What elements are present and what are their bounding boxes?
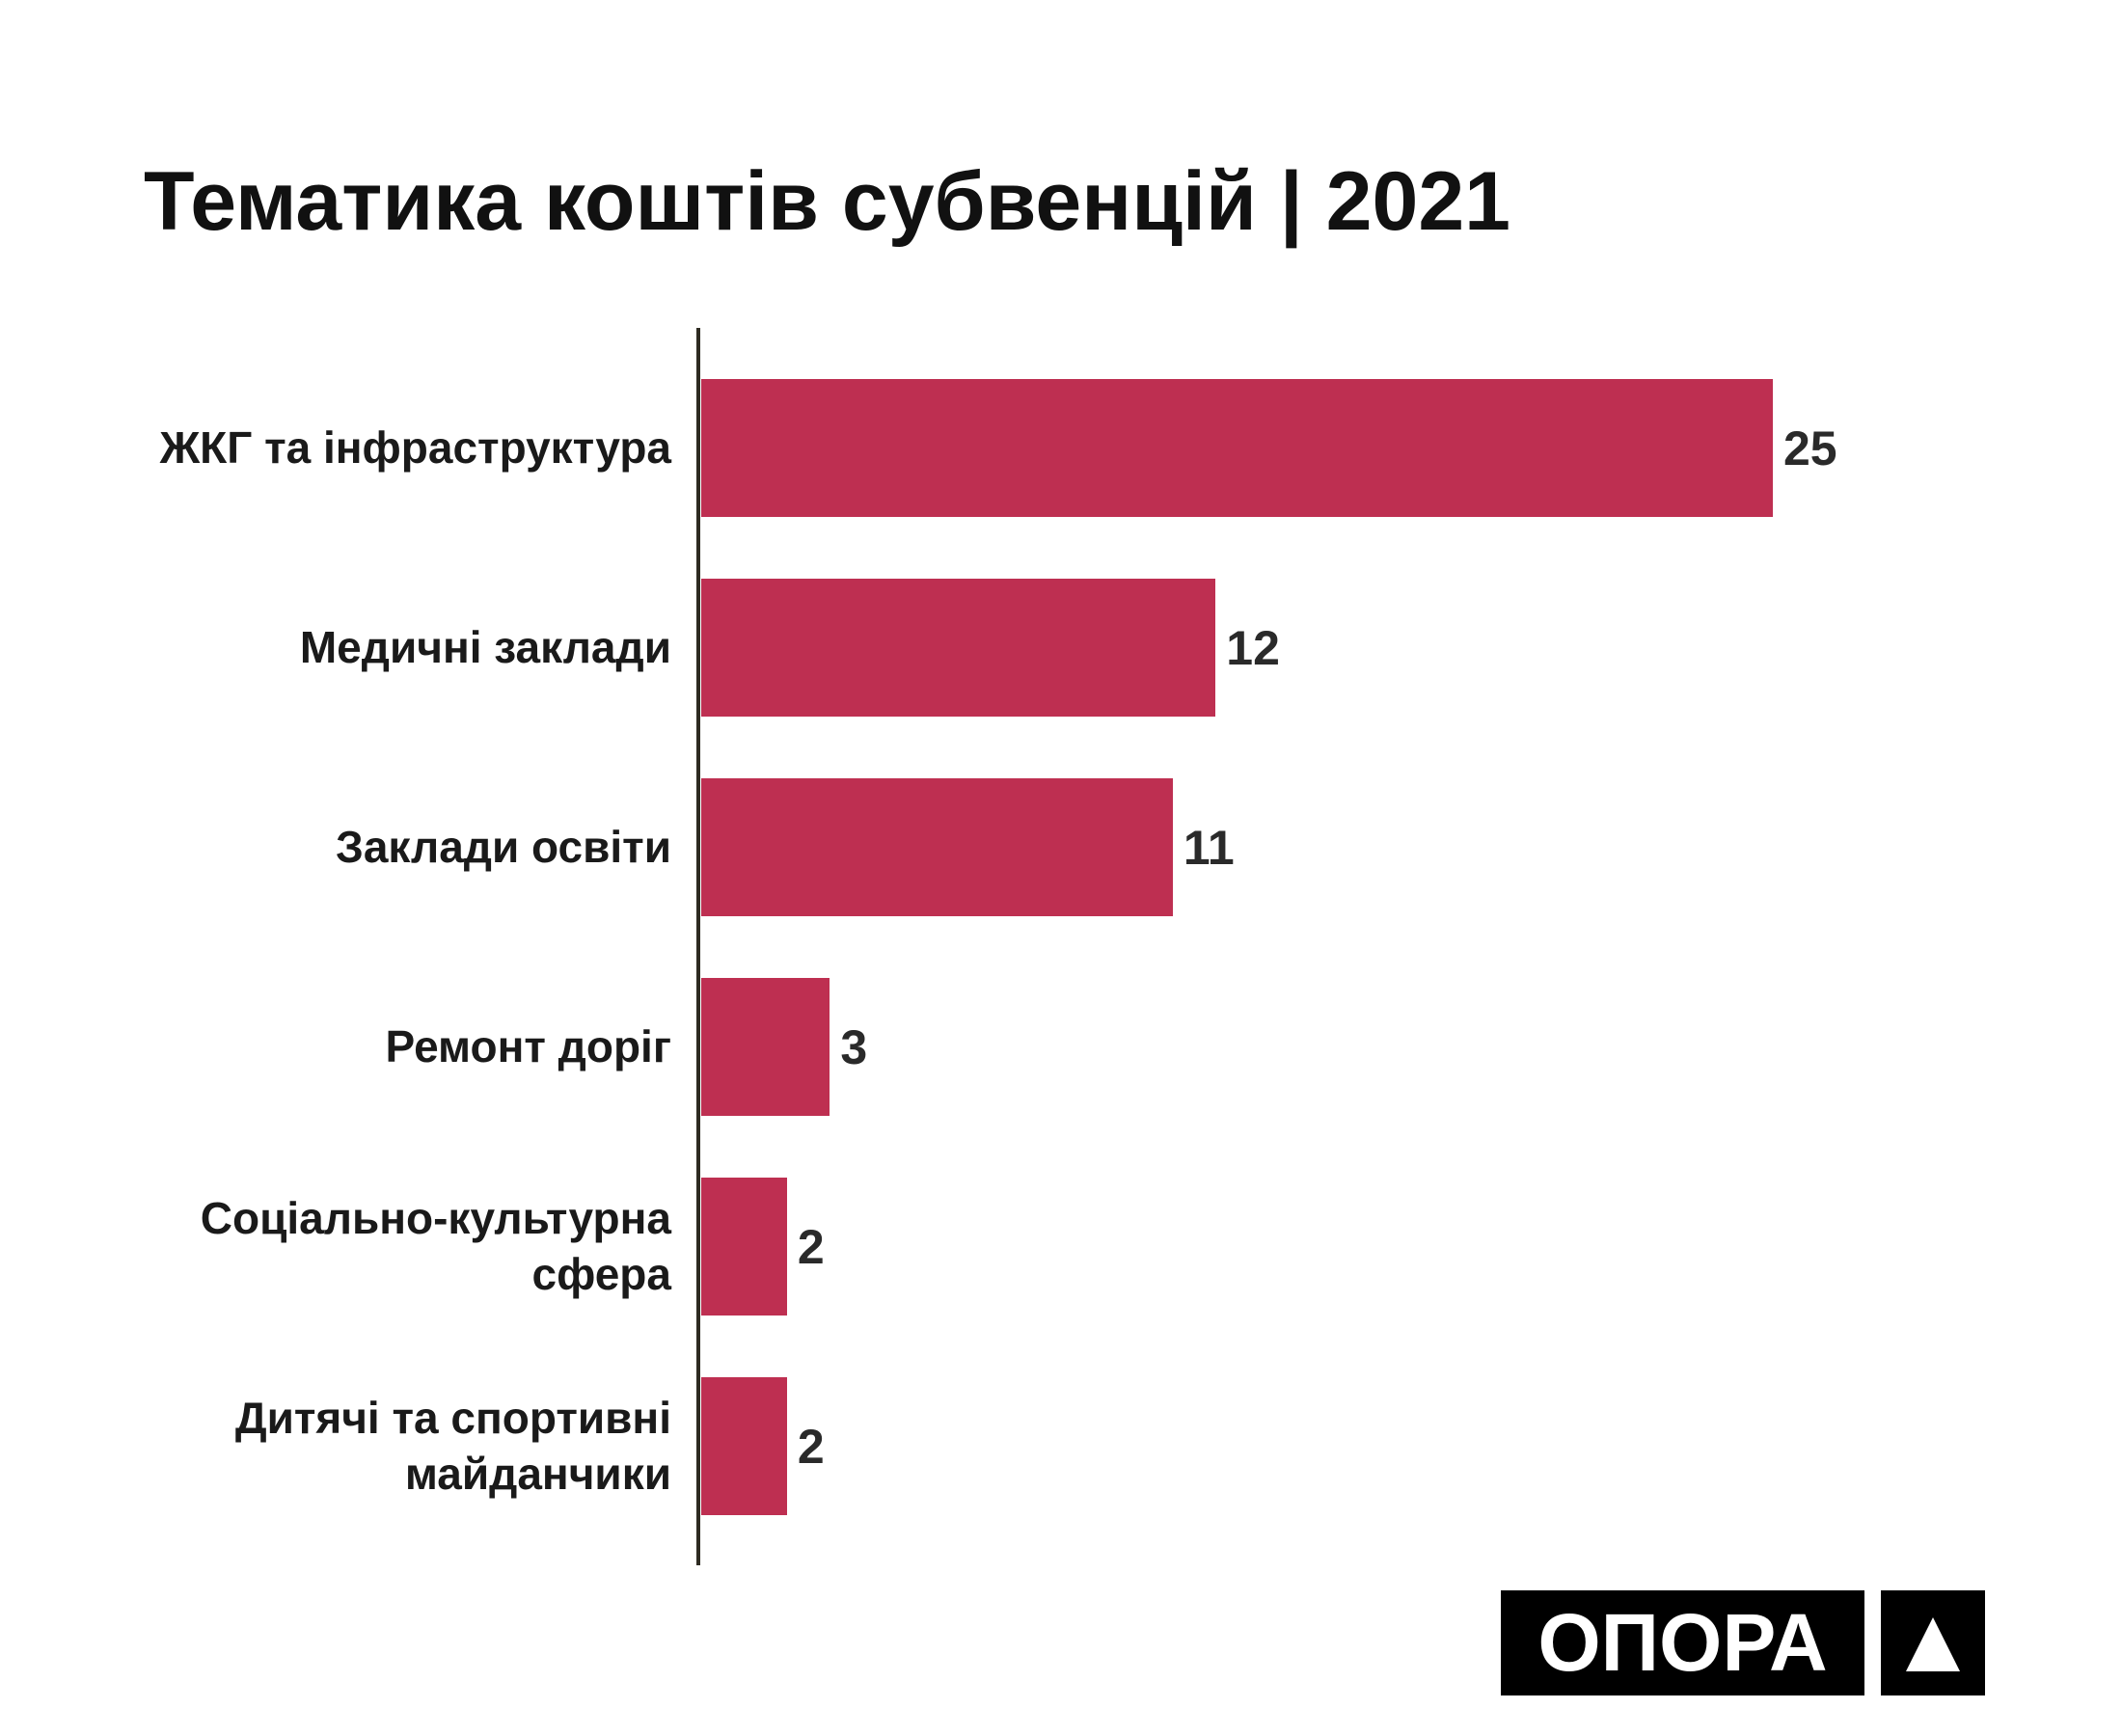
- bar: [701, 978, 830, 1116]
- bar: [701, 579, 1216, 717]
- logo-mark: [1881, 1590, 1985, 1695]
- category-label: Дитячі та спортивні майданчики: [93, 1377, 671, 1515]
- bar: [701, 379, 1773, 517]
- category-text: Медичні заклади: [299, 621, 671, 672]
- value-label: 2: [797, 1419, 825, 1474]
- category-label: Ремонт доріг: [93, 978, 671, 1116]
- category-label: ЖКГ та інфраструктура: [93, 379, 671, 517]
- logo: ОПОРА: [1501, 1590, 1864, 1695]
- value-label: 25: [1783, 420, 1837, 475]
- bar: [701, 1377, 787, 1515]
- value-label: 3: [840, 1019, 868, 1074]
- value-label: 12: [1226, 620, 1280, 675]
- category-text: Соціально-культурна сфера: [200, 1193, 671, 1299]
- bar: [701, 1178, 787, 1316]
- category-text: ЖКГ та інфраструктура: [159, 421, 671, 473]
- logo-triangle: [1906, 1617, 1960, 1671]
- category-label: Медичні заклади: [93, 579, 671, 717]
- category-text: Дитячі та спортивні майданчики: [234, 1393, 671, 1499]
- category-label: Соціально-культурна сфера: [93, 1178, 671, 1316]
- axis-line: [696, 328, 700, 1565]
- category-text: Ремонт доріг: [385, 1020, 671, 1071]
- bar: [701, 778, 1173, 916]
- value-label: 2: [797, 1219, 825, 1274]
- category-text: Заклади освіти: [336, 821, 671, 872]
- chart-title: Тематика коштів субвенцій | 2021: [144, 155, 1510, 248]
- category-label: Заклади освіти: [93, 778, 671, 916]
- value-label: 11: [1183, 820, 1235, 875]
